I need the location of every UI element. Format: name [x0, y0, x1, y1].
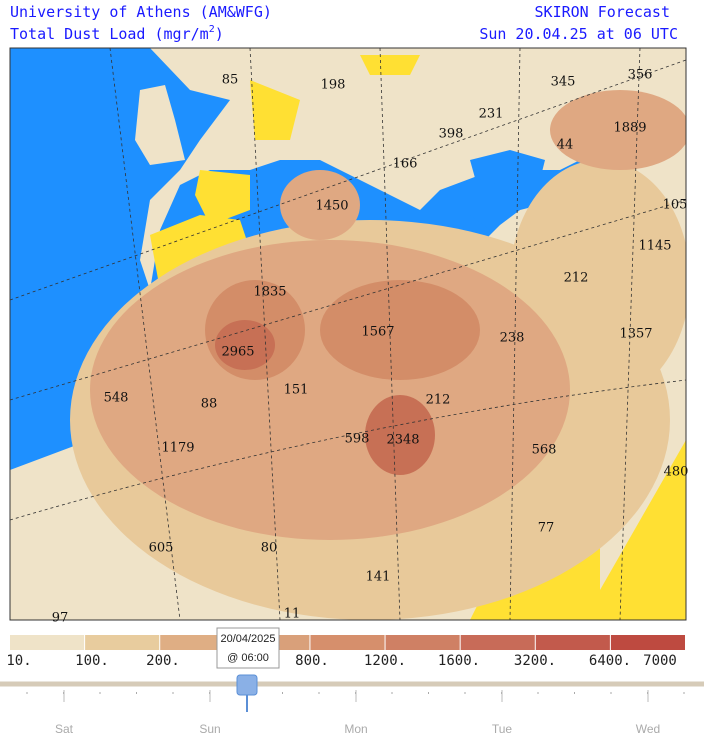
subtitle-left: Total Dust Load (mgr/m2) [10, 24, 224, 43]
map-value-label: 44 [557, 138, 574, 153]
subtitle-close: ) [215, 25, 224, 43]
map-value-label: 605 [149, 541, 174, 556]
map-value-label: 568 [532, 443, 557, 458]
map-value-label: 77 [538, 521, 555, 536]
day-label: Sat [55, 722, 74, 736]
tooltip-date: 20/04/2025 [220, 633, 275, 645]
subtitle-right: Sun 20.04.25 at 06 UTC [479, 25, 678, 43]
map-value-label: 1145 [638, 239, 671, 254]
dust-peak-w [215, 320, 275, 370]
map-value-label: 480 [664, 465, 689, 480]
subtitle-sup: 2 [209, 24, 215, 35]
colorbar-label: 1600. [438, 653, 480, 669]
map-value-label: 2348 [386, 433, 419, 448]
map-value-label: 238 [500, 331, 525, 346]
graticule [10, 48, 686, 620]
map-value-label: 1450 [315, 199, 348, 214]
day-label: Wed [636, 722, 660, 736]
sea-black [470, 150, 545, 185]
map-value-label: 2965 [221, 345, 254, 360]
map-value-label: 80 [261, 541, 278, 556]
day-label: Mon [344, 722, 367, 736]
map-value-label: 151 [284, 383, 309, 398]
dust-peak [365, 395, 435, 475]
map-value-label: 398 [439, 127, 464, 142]
title-left: University of Athens (AM&WFG) [10, 3, 272, 21]
dust-mid [90, 240, 570, 540]
colorbar-segment [385, 635, 460, 650]
map-value-label: 85 [222, 73, 239, 88]
map-value-label: 1179 [161, 441, 194, 456]
map-value-label: 356 [628, 68, 653, 83]
day-label: Sun [199, 722, 220, 736]
map-value-label: 345 [551, 75, 576, 90]
map-value-label: 212 [426, 393, 451, 408]
map-value-label: 1889 [613, 121, 646, 136]
colorbar: 10. 100. 200. 800. 1200. 1600. 3200. 6400. 7000 [6, 635, 685, 669]
map-value-label: 1835 [253, 285, 286, 300]
colorbar-segment [310, 635, 385, 650]
colorbar-segment [460, 635, 535, 650]
tooltip [216, 627, 280, 669]
land-uk [135, 85, 185, 165]
colorbar-segment [85, 635, 160, 650]
map-value-label: 212 [564, 271, 589, 286]
colorbar-segment [160, 635, 235, 650]
map-value-label: 88 [201, 397, 218, 412]
title-right: SKIRON Forecast [535, 3, 670, 21]
colorbar-segment [610, 635, 685, 650]
colorbar-label: 7000 [643, 653, 677, 669]
map-value-label: 231 [479, 107, 504, 122]
dust-mid-ne [550, 90, 686, 170]
dust-high [320, 280, 480, 380]
dust-yellow [150, 55, 686, 620]
map-value-label: 141 [366, 570, 391, 585]
map-value-label: 105 [663, 198, 688, 213]
slider-handle[interactable] [236, 674, 258, 696]
colorbar-label: 1200. [364, 653, 406, 669]
colorbar-label: 200. [146, 653, 180, 669]
map-value-label: 548 [104, 391, 129, 406]
day-label: Tue [492, 722, 513, 736]
colorbar-segment [535, 635, 610, 650]
map-frame [9, 47, 687, 621]
dust-mid-it [280, 170, 360, 240]
map-value-label: 166 [393, 157, 418, 172]
tooltip-time: @ 06:00 [227, 652, 269, 664]
colorbar-label: 3200. [514, 653, 556, 669]
map-value-label: 1357 [619, 327, 652, 342]
map-value-label: 1567 [361, 325, 394, 340]
colorbar-label: 6400. [589, 653, 631, 669]
colorbar-label: 100. [75, 653, 109, 669]
colorbar-label: 800. [295, 653, 329, 669]
map-value-label: 598 [345, 432, 370, 447]
map-value-label: 11 [284, 607, 301, 622]
subtitle-text: Total Dust Load (mgr/m [10, 25, 209, 43]
map-value-label: 97 [52, 611, 69, 626]
map-value-label: 198 [321, 78, 346, 93]
map [10, 48, 686, 620]
colorbar-segment [10, 635, 85, 650]
timeline: Sat Sun Mon Tue Wed [26, 690, 685, 736]
colorbar-label: 10. [6, 653, 31, 669]
